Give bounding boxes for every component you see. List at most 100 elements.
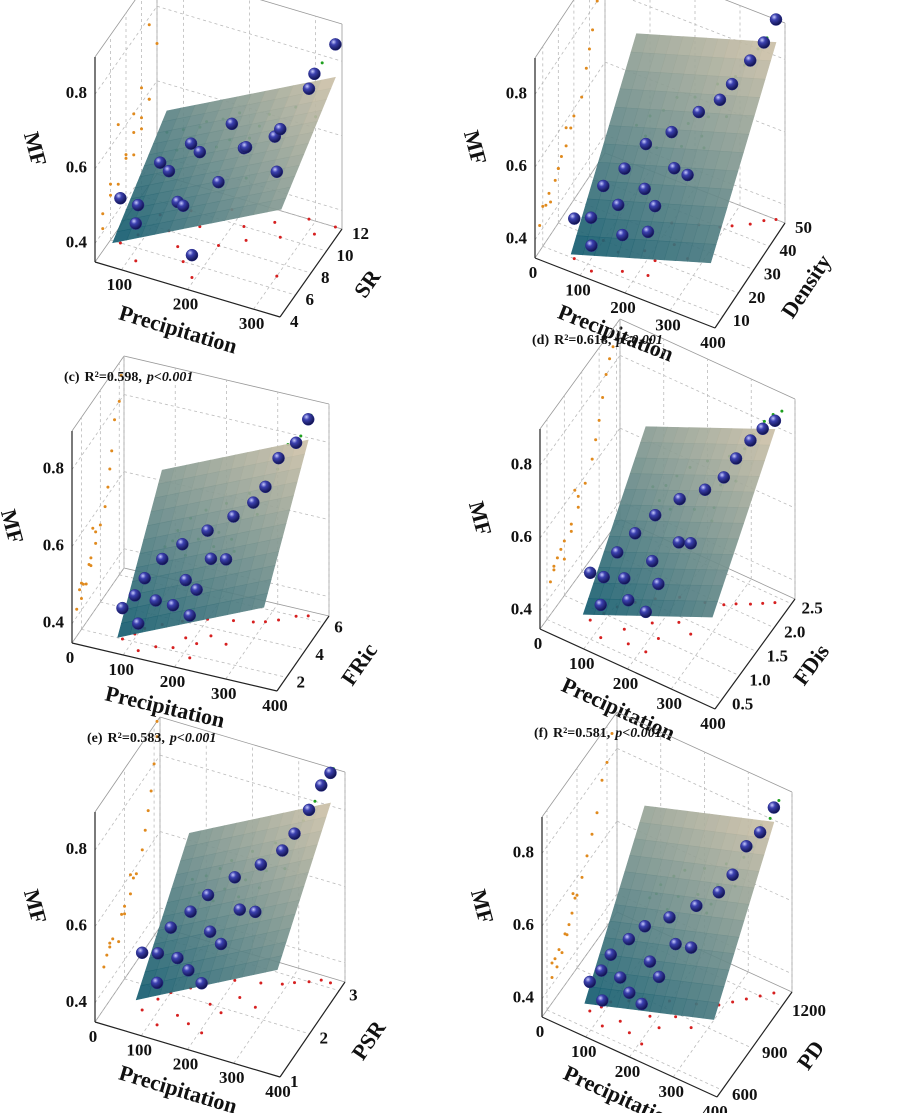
y-tick-label: 10 <box>337 246 354 265</box>
floor-projection <box>224 642 228 646</box>
grid-line <box>140 940 207 1036</box>
x-tick-label: 200 <box>173 1054 199 1073</box>
wall-projection <box>123 904 127 908</box>
wall-projection <box>569 126 573 130</box>
data-point <box>635 997 648 1011</box>
z-axis-title: MF <box>466 887 499 927</box>
wall-projection <box>552 568 556 572</box>
wall-projection <box>140 127 143 131</box>
y-axis <box>714 598 796 710</box>
wall-projection <box>541 204 545 208</box>
x-tick-label: 0 <box>89 1027 98 1046</box>
data-point <box>743 54 757 67</box>
wall-projection <box>562 539 566 543</box>
x-tick-label: 0 <box>529 263 538 282</box>
panel-label: (c) <box>64 370 80 385</box>
wall-projection <box>105 953 109 957</box>
box-edge <box>71 567 125 644</box>
grid-line <box>94 907 161 1004</box>
z-tick-label: 0.6 <box>66 915 87 934</box>
floor-projection <box>231 619 235 623</box>
wall-projection <box>75 607 79 611</box>
wall-projection <box>128 892 132 896</box>
data-point <box>584 211 598 224</box>
fit-surface <box>702 1001 720 1020</box>
box-edge <box>534 0 575 59</box>
data-point <box>698 483 712 497</box>
wall-projection <box>611 345 615 349</box>
x-axis <box>94 261 281 318</box>
wall-projection <box>608 357 612 361</box>
p-value: p<0.001 <box>169 731 216 746</box>
grid-line <box>110 239 296 296</box>
z-tick-label: 0.8 <box>66 839 87 858</box>
grid-line <box>233 968 300 1064</box>
floor-projection <box>588 618 592 622</box>
wall-projection <box>131 876 135 880</box>
x-tick-label: 200 <box>173 294 199 313</box>
y-axis-title: PSR <box>346 1015 391 1064</box>
floor-projection <box>333 225 337 229</box>
data-point <box>768 414 782 427</box>
floor-projection <box>600 1024 604 1028</box>
wall-projection <box>569 522 573 526</box>
z-tick-label: 0.4 <box>43 613 65 632</box>
grid-line <box>534 0 599 95</box>
data-point <box>308 67 321 81</box>
floor-projection <box>626 642 630 646</box>
wall-projection <box>124 153 128 157</box>
wall-projection <box>544 203 548 207</box>
floor-projection <box>277 618 281 622</box>
y-tick-label: 6 <box>334 618 343 637</box>
data-point <box>153 156 167 169</box>
wall-projection <box>108 945 112 949</box>
grid-line <box>616 747 793 829</box>
x-axis <box>539 628 716 710</box>
wall-projection <box>94 541 98 545</box>
wall-projection <box>116 123 120 127</box>
floor-projection <box>589 269 593 273</box>
wall-projection <box>549 200 553 204</box>
x-tick-label: 400 <box>265 1082 291 1101</box>
wall-projection <box>610 732 614 736</box>
y-tick-label: 50 <box>795 218 812 237</box>
floor-projection <box>280 982 284 986</box>
floor-projection <box>307 217 311 221</box>
data-point <box>131 198 145 212</box>
y-axis <box>716 991 793 1098</box>
y-tick-label: 30 <box>764 265 781 284</box>
data-point <box>639 605 653 619</box>
y-axis <box>276 615 330 692</box>
wall-projection <box>550 961 554 965</box>
data-point <box>652 970 666 984</box>
floor-projection <box>190 276 194 280</box>
data-point <box>684 537 697 550</box>
wall-projection <box>134 872 138 876</box>
grid-line <box>534 61 606 168</box>
data-point <box>233 903 247 916</box>
box-edge <box>541 711 618 818</box>
back-projection <box>780 409 784 413</box>
data-point <box>643 955 657 968</box>
floor-projection <box>599 636 603 640</box>
panel-annotation: (f) R²=0.581, p<0.001 <box>534 726 662 741</box>
x-tick-label: 300 <box>659 1082 685 1101</box>
wall-projection <box>113 418 117 422</box>
y-tick-label: 900 <box>762 1043 788 1062</box>
y-tick-label: 1200 <box>792 1001 826 1020</box>
wall-projection <box>553 178 557 182</box>
z-tick-label: 0.6 <box>506 156 527 175</box>
data-point <box>729 452 743 465</box>
wall-projection <box>117 399 121 403</box>
z-tick-label: 0.4 <box>66 232 88 251</box>
floor-projection <box>293 981 297 985</box>
z-tick-label: 0.8 <box>511 454 532 473</box>
data-point <box>726 868 739 881</box>
x-tick-label: 100 <box>109 660 135 679</box>
data-point <box>597 179 610 193</box>
y-axis-title: FRic <box>336 638 382 690</box>
data-point <box>638 920 652 933</box>
floor-projection <box>198 225 202 229</box>
wall-projection <box>595 0 599 3</box>
